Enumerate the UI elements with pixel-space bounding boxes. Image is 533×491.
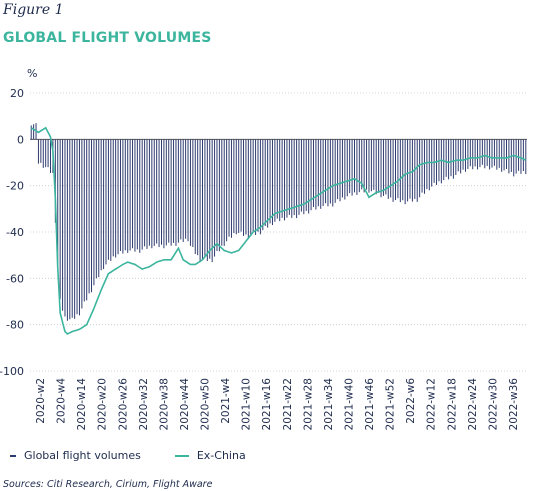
x-tick-label: 2020-w2 — [35, 378, 47, 424]
x-tick-label: 2021-w52 — [385, 378, 397, 430]
x-tick-label: 2020-w32 — [138, 378, 150, 430]
x-tick-label: 2021-w4 — [220, 378, 232, 424]
x-tick-label: 2022-w6 — [405, 378, 417, 424]
line-series — [30, 126, 527, 335]
legend-item-ex-china: Ex-China — [174, 449, 246, 462]
y-tick-label: -60 — [6, 272, 24, 285]
y-tick-label: 0 — [17, 133, 24, 146]
x-tick-label: 2021-w46 — [364, 378, 376, 431]
x-tick-label: 2022-w12 — [426, 378, 438, 430]
y-axis-ticks: 20 0 -20 -40 -60 -80 -100 — [0, 87, 24, 378]
x-tick-label: 2020-w50 — [200, 378, 212, 430]
x-tick-label: 2021-w34 — [323, 378, 335, 431]
x-axis-ticks: 2020-w2 2020-w4 2020-w14 2020-w20 2020-w26 20… — [35, 378, 520, 431]
y-axis-unit-label: % — [27, 67, 37, 80]
sources-note: Sources: Citi Research, Cirium, Flight A… — [3, 479, 213, 490]
x-tick-label: 2020-w38 — [158, 378, 170, 430]
x-tick-label: 2021-w10 — [241, 378, 253, 430]
x-tick-label: 2020-w4 — [56, 378, 68, 424]
bar-series — [30, 123, 527, 321]
y-tick-label: -100 — [0, 365, 24, 378]
x-tick-label: 2020-w44 — [179, 378, 191, 431]
grid-lines — [30, 92, 527, 372]
x-tick-label: 2022-w24 — [467, 378, 479, 431]
x-tick-label: 2021-w40 — [343, 378, 355, 430]
x-tick-label: 2021-w16 — [261, 378, 273, 431]
x-tick-label: 2022-w18 — [446, 378, 458, 430]
y-tick-label: -80 — [6, 319, 24, 332]
flight-volume-chart: 200-20-40-60-80-100 2020-w2 2020-w4 2020-w… — [0, 67, 527, 431]
legend-label-ex-china: Ex-China — [196, 449, 246, 462]
legend-label-global: Global flight volumes — [24, 449, 141, 462]
x-tick-label: 2020-w14 — [76, 378, 88, 431]
ex-china-line — [30, 126, 527, 335]
y-tick-label: 20 — [10, 87, 24, 100]
legend-item-global: Global flight volumes — [10, 449, 141, 462]
legend: Global flight volumes Ex-China — [10, 449, 280, 462]
line-swatch-icon — [174, 454, 189, 457]
bar-swatch-icon — [10, 454, 16, 457]
chart-title: GLOBAL FLIGHT VOLUMES — [3, 30, 212, 46]
x-tick-label: 2022-w36 — [508, 378, 520, 431]
y-tick-label: -40 — [6, 226, 24, 239]
figure-label: Figure 1 — [3, 2, 64, 18]
x-tick-label: 2021-w28 — [302, 378, 314, 430]
x-tick-label: 2022-w30 — [487, 378, 499, 430]
y-tick-label: -20 — [6, 180, 24, 193]
x-tick-label: 2020-w26 — [117, 378, 129, 431]
x-tick-label: 2021-w22 — [282, 378, 294, 430]
x-tick-label: 2020-w20 — [97, 378, 109, 430]
